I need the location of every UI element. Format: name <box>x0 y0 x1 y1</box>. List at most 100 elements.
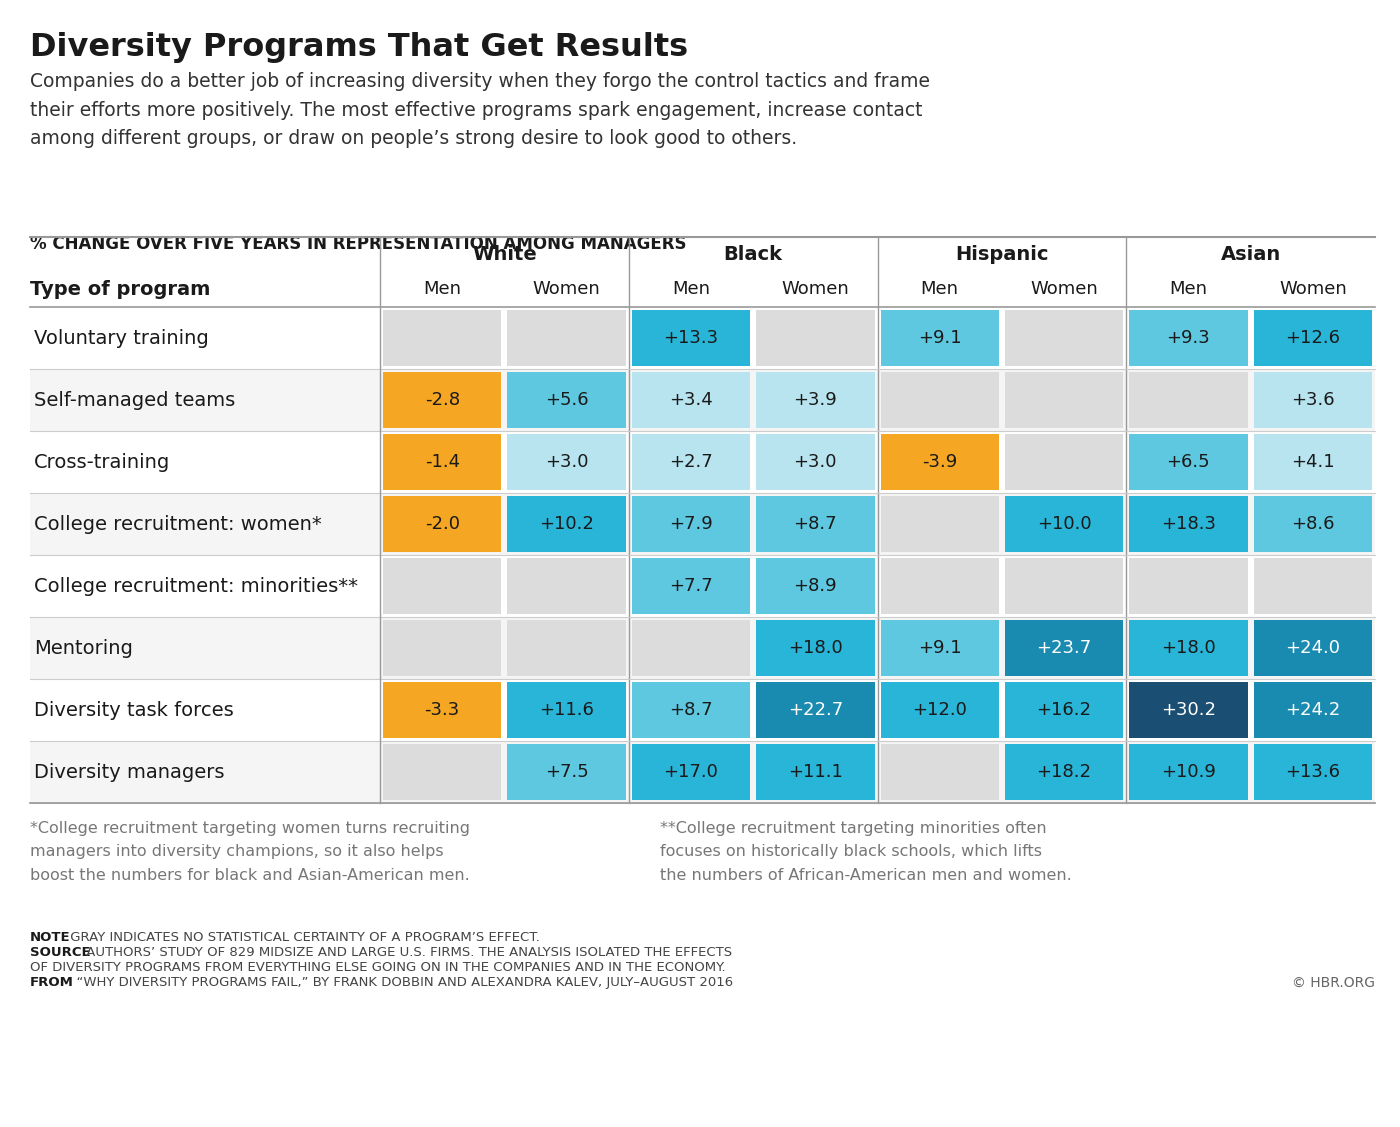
Text: +3.0: +3.0 <box>794 453 837 471</box>
Text: +30.2: +30.2 <box>1161 701 1217 719</box>
Bar <box>1130 310 1247 366</box>
Text: -1.4: -1.4 <box>424 453 459 471</box>
Bar <box>631 558 750 614</box>
Bar <box>631 496 750 552</box>
Bar <box>507 496 626 552</box>
Bar <box>881 558 998 614</box>
Text: -3.3: -3.3 <box>424 701 459 719</box>
Bar <box>29 369 1375 431</box>
Bar <box>29 616 1375 678</box>
Bar <box>384 744 501 800</box>
Text: +22.7: +22.7 <box>788 701 843 719</box>
Bar <box>1005 496 1123 552</box>
Text: +3.0: +3.0 <box>545 453 588 471</box>
Bar <box>29 554 1375 616</box>
Bar <box>881 434 998 490</box>
Bar <box>1253 744 1372 800</box>
Bar <box>631 310 750 366</box>
Text: Companies do a better job of increasing diversity when they forgo the control ta: Companies do a better job of increasing … <box>29 72 930 149</box>
Bar <box>507 310 626 366</box>
Bar <box>881 620 998 676</box>
Text: +3.9: +3.9 <box>794 391 837 409</box>
Text: +7.7: +7.7 <box>669 577 713 595</box>
Text: College recruitment: minorities**: College recruitment: minorities** <box>34 577 358 595</box>
Bar <box>29 431 1375 492</box>
Text: Diversity managers: Diversity managers <box>34 763 224 781</box>
Text: NOTE: NOTE <box>29 931 70 944</box>
Bar <box>1005 310 1123 366</box>
Text: +11.1: +11.1 <box>788 763 843 781</box>
Bar <box>1253 558 1372 614</box>
Bar <box>631 744 750 800</box>
Text: White: White <box>472 245 536 264</box>
Text: Black: Black <box>724 245 783 264</box>
Bar <box>881 496 998 552</box>
Text: -3.9: -3.9 <box>923 453 958 471</box>
Text: +11.6: +11.6 <box>539 701 594 719</box>
Text: **College recruitment targeting minorities often
focuses on historically black s: **College recruitment targeting minoriti… <box>659 820 1072 882</box>
Bar <box>1130 682 1247 738</box>
Text: +24.0: +24.0 <box>1285 639 1340 657</box>
Bar <box>1005 434 1123 490</box>
Text: © HBR.ORG: © HBR.ORG <box>1292 976 1375 990</box>
Text: +24.2: +24.2 <box>1285 701 1340 719</box>
Bar <box>507 434 626 490</box>
Bar <box>756 620 875 676</box>
Text: Diversity Programs That Get Results: Diversity Programs That Get Results <box>29 32 689 63</box>
Text: Men: Men <box>423 281 461 299</box>
Text: Men: Men <box>672 281 710 299</box>
Bar <box>756 310 875 366</box>
Bar <box>631 372 750 428</box>
Text: +5.6: +5.6 <box>545 391 588 409</box>
Bar <box>1130 434 1247 490</box>
Text: Diversity task forces: Diversity task forces <box>34 701 234 719</box>
Bar <box>1130 744 1247 800</box>
Text: +10.2: +10.2 <box>539 515 594 533</box>
Bar <box>756 434 875 490</box>
Text: Mentoring: Mentoring <box>34 639 133 657</box>
Bar <box>1005 620 1123 676</box>
Bar <box>881 310 998 366</box>
Text: *College recruitment targeting women turns recruiting
managers into diversity ch: *College recruitment targeting women tur… <box>29 820 470 882</box>
Bar <box>384 682 501 738</box>
Text: +12.0: +12.0 <box>913 701 967 719</box>
Text: +8.7: +8.7 <box>669 701 713 719</box>
Bar <box>1253 434 1372 490</box>
Text: +18.3: +18.3 <box>1161 515 1217 533</box>
Text: AUTHORS’ STUDY OF 829 MIDSIZE AND LARGE U.S. FIRMS. THE ANALYSIS ISOLATED THE EF: AUTHORS’ STUDY OF 829 MIDSIZE AND LARGE … <box>83 946 732 959</box>
Text: +13.6: +13.6 <box>1285 763 1340 781</box>
Text: Voluntary training: Voluntary training <box>34 328 209 347</box>
Text: +4.1: +4.1 <box>1291 453 1334 471</box>
Bar <box>1005 372 1123 428</box>
Text: +18.0: +18.0 <box>1161 639 1215 657</box>
Bar <box>756 744 875 800</box>
Bar <box>756 558 875 614</box>
Text: +2.7: +2.7 <box>669 453 713 471</box>
Text: GRAY INDICATES NO STATISTICAL CERTAINTY OF A PROGRAM’S EFFECT.: GRAY INDICATES NO STATISTICAL CERTAINTY … <box>66 931 540 944</box>
Text: Women: Women <box>781 281 850 299</box>
Bar <box>1130 496 1247 552</box>
Text: +18.2: +18.2 <box>1036 763 1092 781</box>
Bar <box>1253 620 1372 676</box>
Bar <box>631 682 750 738</box>
Text: FROM: FROM <box>29 976 74 990</box>
Text: Asian: Asian <box>1221 245 1281 264</box>
Bar <box>384 434 501 490</box>
Text: +9.1: +9.1 <box>918 639 962 657</box>
Text: +10.9: +10.9 <box>1161 763 1215 781</box>
Text: +6.5: +6.5 <box>1166 453 1210 471</box>
Text: +23.7: +23.7 <box>1036 639 1092 657</box>
Bar <box>1130 372 1247 428</box>
Text: Women: Women <box>532 281 601 299</box>
Bar <box>756 372 875 428</box>
Bar <box>1130 620 1247 676</box>
Text: +16.2: +16.2 <box>1036 701 1092 719</box>
Bar <box>384 558 501 614</box>
Bar <box>881 744 998 800</box>
Text: “WHY DIVERSITY PROGRAMS FAIL,” BY FRANK DOBBIN AND ALEXANDRA KALEV, JULY–AUGUST : “WHY DIVERSITY PROGRAMS FAIL,” BY FRANK … <box>69 976 734 990</box>
Text: +18.0: +18.0 <box>788 639 843 657</box>
Text: +13.3: +13.3 <box>664 329 718 347</box>
Bar <box>29 307 1375 369</box>
Bar <box>1253 682 1372 738</box>
Text: SOURCE: SOURCE <box>29 946 91 959</box>
